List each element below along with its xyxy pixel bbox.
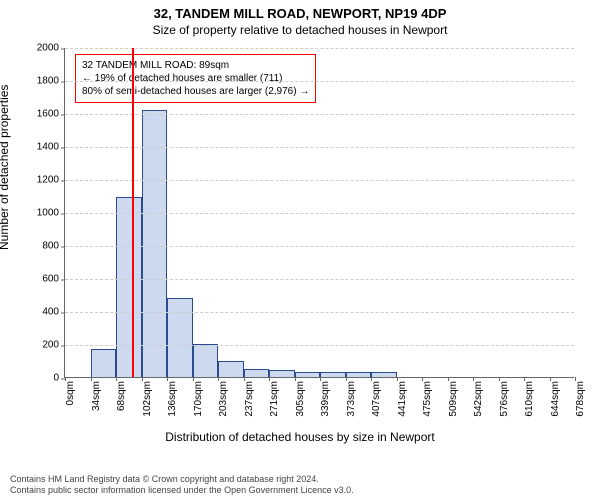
plot-area: 32 TANDEM MILL ROAD: 89sqm ← 19% of deta… [64, 48, 574, 378]
callout-box: 32 TANDEM MILL ROAD: 89sqm ← 19% of deta… [75, 54, 316, 103]
gridline-h [65, 147, 574, 148]
histogram-bar [218, 361, 244, 378]
histogram-bar [142, 110, 168, 377]
y-tick-label: 1200 [37, 175, 65, 186]
gridline-h [65, 180, 574, 181]
y-tick-label: 600 [42, 274, 65, 285]
histogram-bar [269, 370, 295, 377]
chart-container: Number of detached properties 32 TANDEM … [0, 40, 600, 460]
footer-attribution: Contains HM Land Registry data © Crown c… [0, 472, 600, 498]
callout-line3: 80% of semi-detached houses are larger (… [82, 85, 309, 98]
gridline-h [65, 312, 574, 313]
gridline-h [65, 81, 574, 82]
histogram-bar [167, 298, 193, 377]
y-tick-label: 0 [53, 373, 65, 384]
x-axis-label: Distribution of detached houses by size … [0, 430, 600, 444]
histogram-bar [244, 369, 270, 377]
property-marker-line [132, 48, 134, 377]
gridline-h [65, 279, 574, 280]
gridline-h [65, 114, 574, 115]
y-tick-label: 1000 [37, 208, 65, 219]
gridline-h [65, 213, 574, 214]
y-tick-label: 1600 [37, 109, 65, 120]
footer-line2: Contains public sector information licen… [10, 485, 590, 496]
histogram-bar [346, 372, 372, 377]
callout-line2: ← 19% of detached houses are smaller (71… [82, 72, 309, 85]
y-tick-label: 1800 [37, 76, 65, 87]
y-tick-label: 800 [42, 241, 65, 252]
chart-title-main: 32, TANDEM MILL ROAD, NEWPORT, NP19 4DP [0, 0, 600, 21]
histogram-bar [193, 344, 219, 377]
histogram-bar [371, 372, 397, 377]
y-tick-label: 200 [42, 340, 65, 351]
y-tick-label: 400 [42, 307, 65, 318]
gridline-h [65, 48, 574, 49]
histogram-bar [116, 197, 142, 377]
y-axis-label: Number of detached properties [0, 85, 11, 250]
histogram-bar [320, 372, 346, 377]
gridline-h [65, 345, 574, 346]
y-tick-label: 2000 [37, 43, 65, 54]
gridline-h [65, 246, 574, 247]
chart-title-sub: Size of property relative to detached ho… [0, 21, 600, 41]
y-tick-label: 1400 [37, 142, 65, 153]
histogram-bar [295, 372, 321, 377]
callout-line1: 32 TANDEM MILL ROAD: 89sqm [82, 59, 309, 72]
footer-line1: Contains HM Land Registry data © Crown c… [10, 474, 590, 485]
histogram-bar [91, 349, 117, 377]
